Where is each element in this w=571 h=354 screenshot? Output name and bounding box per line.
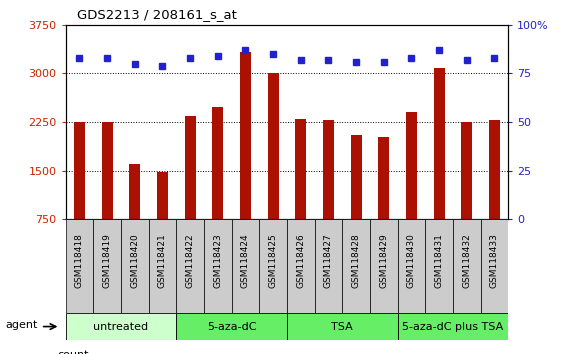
Text: GSM118427: GSM118427 xyxy=(324,234,333,288)
Bar xyxy=(176,219,204,313)
Bar xyxy=(315,219,342,313)
Bar xyxy=(295,119,306,268)
Bar xyxy=(74,122,85,268)
Bar xyxy=(489,120,500,268)
Bar xyxy=(433,68,445,268)
Bar xyxy=(342,219,370,313)
Bar xyxy=(148,219,176,313)
Text: GSM118431: GSM118431 xyxy=(435,234,444,289)
Text: TSA: TSA xyxy=(331,321,353,332)
Text: GSM118421: GSM118421 xyxy=(158,234,167,288)
Bar xyxy=(287,219,315,313)
Text: GSM118429: GSM118429 xyxy=(379,234,388,288)
Bar xyxy=(66,219,93,313)
Bar xyxy=(102,122,112,268)
Text: GSM118422: GSM118422 xyxy=(186,234,195,288)
Text: GSM118430: GSM118430 xyxy=(407,234,416,289)
Bar xyxy=(351,135,361,268)
Bar xyxy=(397,219,425,313)
Bar xyxy=(268,73,279,268)
Bar xyxy=(453,219,481,313)
Bar xyxy=(406,113,417,268)
Bar xyxy=(66,313,176,340)
Bar xyxy=(240,52,251,268)
Text: GSM118419: GSM118419 xyxy=(103,234,112,289)
Text: GDS2213 / 208161_s_at: GDS2213 / 208161_s_at xyxy=(77,8,237,21)
Bar xyxy=(93,219,121,313)
Bar xyxy=(212,107,223,268)
Bar xyxy=(129,164,140,268)
Bar xyxy=(204,219,232,313)
Bar xyxy=(259,219,287,313)
Text: GSM118432: GSM118432 xyxy=(462,234,471,288)
Bar xyxy=(397,313,508,340)
Text: 5-aza-dC: 5-aza-dC xyxy=(207,321,256,332)
Bar xyxy=(157,172,168,268)
Text: GSM118428: GSM118428 xyxy=(352,234,360,288)
Text: GSM118418: GSM118418 xyxy=(75,234,84,289)
Bar xyxy=(287,313,397,340)
Bar xyxy=(461,122,472,268)
Bar xyxy=(121,219,148,313)
Bar xyxy=(184,116,196,268)
Bar xyxy=(481,219,508,313)
Bar xyxy=(323,120,334,268)
Text: GSM118426: GSM118426 xyxy=(296,234,305,288)
Text: untreated: untreated xyxy=(94,321,148,332)
Text: count: count xyxy=(58,349,89,354)
Bar xyxy=(378,137,389,268)
Bar xyxy=(176,313,287,340)
Bar xyxy=(232,219,259,313)
Text: GSM118433: GSM118433 xyxy=(490,234,499,289)
Text: GSM118424: GSM118424 xyxy=(241,234,250,288)
Text: agent: agent xyxy=(5,320,38,330)
Bar xyxy=(425,219,453,313)
Text: GSM118423: GSM118423 xyxy=(214,234,222,288)
Text: GSM118425: GSM118425 xyxy=(268,234,278,288)
Text: GSM118420: GSM118420 xyxy=(130,234,139,288)
Bar xyxy=(370,219,397,313)
Text: 5-aza-dC plus TSA: 5-aza-dC plus TSA xyxy=(402,321,504,332)
